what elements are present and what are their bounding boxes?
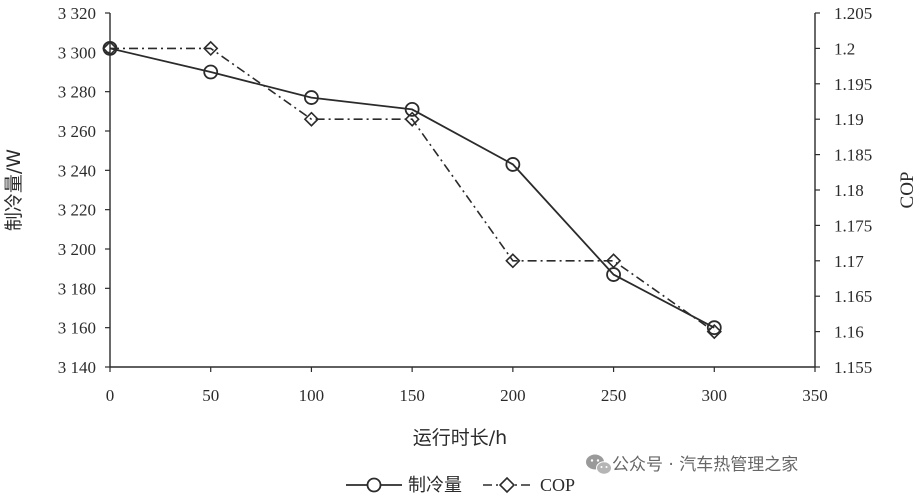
y-left-tick-label: 3 160 — [58, 319, 96, 338]
watermark-text: 公众号 · 汽车热管理之家 — [612, 455, 798, 475]
data-point-cooling — [404, 101, 420, 117]
legend-label-cop: COP — [540, 475, 575, 495]
y-left-tick-label: 3 200 — [58, 240, 96, 259]
x-tick-label: 150 — [399, 386, 425, 405]
y-right-tick-label: 1.195 — [834, 75, 872, 94]
data-point-cooling — [505, 157, 521, 172]
y-left-tick-label: 3 260 — [58, 122, 96, 141]
data-point-cooling — [203, 64, 219, 80]
y-right-tick-label: 1.16 — [834, 323, 864, 342]
legend-marker-circle — [366, 477, 382, 493]
legend-item-cooling: 制冷量 — [346, 475, 462, 496]
y-left-tick-label: 3 280 — [58, 83, 96, 102]
series-line-cooling — [109, 47, 715, 329]
data-point-cooling — [606, 267, 621, 282]
data-point-cop — [505, 253, 521, 269]
data-point-cop — [303, 111, 320, 127]
y-right-axis-title: COP — [897, 172, 918, 209]
series — [102, 40, 722, 340]
y-right-tick-label: 1.165 — [834, 287, 872, 306]
tick-labels: 0 50 100 150 200 250 300 350 3 140 3 160 3 180 3 20… — [58, 4, 873, 405]
y-left-tick-label: 3 300 — [58, 43, 96, 62]
x-tick-label: 50 — [202, 386, 219, 405]
y-right-tick-label: 1.185 — [834, 146, 872, 165]
y-left-tick-label: 3 220 — [58, 201, 96, 220]
y-left-tick-label: 3 320 — [58, 4, 96, 23]
data-point-cop — [203, 40, 219, 57]
wechat-icon — [586, 454, 612, 475]
watermark: 公众号 · 汽车热管理之家 — [586, 454, 798, 475]
y-right-tick-label: 1.2 — [834, 39, 855, 58]
y-right-tick-label: 1.18 — [834, 181, 864, 200]
data-point-cop — [605, 253, 622, 269]
y-right-tick-label: 1.175 — [834, 216, 872, 235]
y-right-tick-label: 1.17 — [834, 252, 864, 271]
series-line-cop — [110, 47, 715, 333]
data-point-cop — [102, 40, 118, 57]
tick-marks — [105, 12, 820, 372]
legend-item-cop: COP — [483, 475, 575, 495]
y-right-tick-label: 1.155 — [834, 358, 872, 377]
x-tick-label: 350 — [802, 386, 828, 405]
y-left-tick-label: 3 140 — [58, 358, 96, 377]
legend: 制冷量 COP — [346, 475, 575, 496]
data-point-cooling — [706, 320, 722, 336]
y-left-tick-label: 3 180 — [58, 279, 96, 298]
y-left-tick-label: 3 240 — [58, 161, 96, 180]
x-axis-title: 运行时长/h — [413, 427, 507, 449]
x-tick-label: 100 — [299, 386, 325, 405]
axes — [109, 13, 816, 368]
x-tick-label: 0 — [106, 386, 115, 405]
y-left-axis-title: 制冷量/W — [3, 149, 25, 231]
legend-label-cooling: 制冷量 — [408, 475, 462, 496]
data-point-cop — [404, 111, 420, 127]
legend-marker-diamond — [498, 476, 516, 494]
y-right-tick-label: 1.19 — [834, 110, 864, 129]
x-tick-label: 250 — [601, 386, 627, 405]
x-tick-label: 200 — [500, 386, 526, 405]
data-point-cooling — [304, 90, 319, 105]
y-right-tick-label: 1.205 — [834, 4, 872, 23]
x-tick-label: 300 — [702, 386, 728, 405]
data-point-cop — [706, 323, 722, 340]
